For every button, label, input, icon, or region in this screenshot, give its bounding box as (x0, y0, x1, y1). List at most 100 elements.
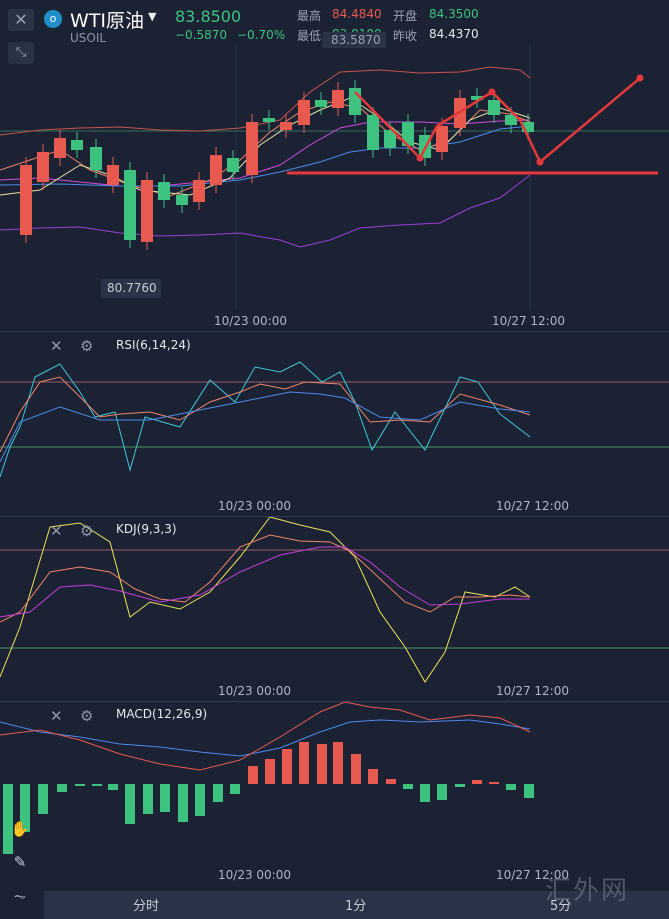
high-label: 最高 (297, 9, 322, 23)
rsi-chart (0, 361, 669, 478)
bollinger-lower (0, 174, 531, 248)
macd-histogram-bar (230, 784, 240, 794)
macd-histogram-bar (20, 784, 30, 832)
ma-line-pink (0, 119, 531, 187)
chart-line-icon[interactable]: ⏦ (13, 887, 27, 905)
macd-histogram-bar (282, 749, 292, 784)
min-price-marker (101, 279, 161, 298)
rsi-line-2 (0, 376, 531, 453)
watermark: 汇外网 (545, 876, 630, 906)
macd-date-left: 10/23 00:00 (218, 868, 291, 882)
candle-body (402, 122, 414, 146)
candle-body (522, 122, 534, 132)
macd-dea-line (0, 719, 531, 757)
macd-chart (0, 702, 534, 854)
tab-5min[interactable]: 5分 (550, 899, 572, 914)
candle-body (227, 158, 239, 172)
candle-body (210, 155, 222, 185)
current-price: 83.8500 (175, 7, 242, 26)
macd-histogram-bar (455, 784, 465, 787)
candle-body (158, 182, 170, 200)
main-date-right: 10/27 12:00 (492, 314, 565, 328)
macd-histogram-bar (420, 784, 430, 802)
candle-body (193, 180, 205, 202)
rsi-gear-icon[interactable]: ⚙ (80, 337, 94, 355)
kdj-close-icon[interactable]: ✕ (50, 522, 63, 540)
macd-gear-icon[interactable]: ⚙ (80, 707, 94, 725)
trend-path (354, 77, 641, 164)
prev-close-value: 84.4370 (429, 27, 479, 41)
macd-close-icon[interactable]: ✕ (50, 707, 63, 725)
ma-line-blue (0, 125, 531, 187)
candle-body (90, 147, 102, 170)
min-price-label: 80.7760 (107, 281, 157, 295)
kdj-date-right: 10/27 12:00 (496, 684, 569, 698)
arrow-up-1 (488, 88, 496, 96)
candle-body (471, 96, 483, 100)
macd-histogram-bar (108, 784, 118, 790)
kdj-chart (0, 517, 669, 683)
price-change-pct: −0.70% (237, 28, 286, 42)
macd-histogram-bar (160, 784, 170, 812)
candle-body (384, 130, 396, 148)
macd-histogram-bar (75, 784, 85, 786)
rsi-date-left: 10/23 00:00 (218, 499, 291, 513)
arrow-down-2 (536, 158, 544, 166)
kdj-k-line (0, 534, 531, 623)
kdj-title: KDJ(9,3,3) (116, 522, 177, 536)
timeframe-bar (44, 891, 669, 919)
macd-histogram-bar (472, 780, 482, 784)
symbol-code: USOIL (70, 31, 107, 45)
pencil-icon[interactable]: ✎ (13, 853, 27, 871)
macd-histogram-bar (143, 784, 153, 814)
macd-histogram-bar (299, 742, 309, 784)
candlestick-chart[interactable] (0, 0, 669, 330)
macd-histogram-bar (403, 784, 413, 789)
max-price-marker (322, 32, 386, 48)
low-label: 最低 (297, 29, 322, 43)
tab-timeshare[interactable]: 分时 (133, 899, 160, 914)
hand-icon[interactable]: ✋ (10, 820, 30, 838)
candle-body (315, 100, 327, 107)
expand-icon[interactable]: ⤡ (8, 42, 34, 64)
macd-histogram-bar (3, 784, 13, 854)
candle-body (141, 180, 153, 242)
candle-body (263, 118, 275, 122)
macd-histogram-bar (437, 784, 447, 800)
bollinger-upper (0, 66, 531, 136)
candle-body (176, 195, 188, 205)
candle-body (37, 152, 49, 182)
rsi-close-icon[interactable]: ✕ (50, 337, 63, 355)
close-icon[interactable]: ✕ (8, 9, 34, 31)
macd-title: MACD(12,26,9) (116, 707, 208, 721)
symbol-name[interactable]: WTI原油 (70, 10, 144, 32)
kdj-gear-icon[interactable]: ⚙ (80, 522, 94, 540)
candle-body (488, 100, 500, 115)
kdj-date-left: 10/23 00:00 (218, 684, 291, 698)
high-value: 84.4840 (332, 7, 382, 21)
candle-body (332, 90, 344, 108)
candle-body (124, 170, 136, 240)
prev-close-label: 昨收 (393, 29, 418, 43)
open-value: 84.3500 (429, 7, 479, 21)
rsi-title: RSI(6,14,24) (116, 338, 191, 352)
price-change: −0.5870 (175, 28, 228, 42)
macd-histogram-bar (265, 759, 275, 784)
macd-histogram-bar (368, 769, 378, 784)
pane-divider (0, 331, 669, 332)
main-date-left: 10/23 00:00 (214, 314, 287, 328)
candle-body (367, 115, 379, 150)
max-price-label: 83.5870 (331, 33, 381, 47)
chevron-down-icon[interactable]: ▼ (148, 10, 157, 23)
macd-histogram-bar (506, 784, 516, 790)
macd-histogram-bar (195, 784, 205, 816)
tab-1min[interactable]: 1分 (345, 899, 367, 914)
candle-body (71, 140, 83, 150)
macd-histogram-bar (317, 744, 327, 784)
candle-body (298, 100, 310, 125)
macd-histogram-bar (178, 784, 188, 822)
macd-histogram-bar (92, 784, 102, 786)
candle-body (20, 165, 32, 235)
macd-dif-line (0, 702, 531, 771)
candle-body (280, 122, 292, 130)
